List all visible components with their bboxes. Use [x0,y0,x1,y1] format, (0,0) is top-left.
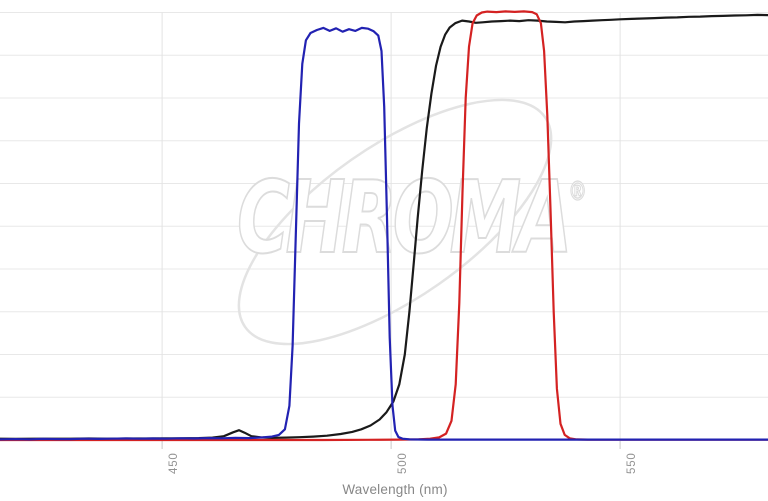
transmission-curve-excitation-bandpass-490-20 [0,26,768,441]
transmission-curve-dichroic-longpass-505 [0,13,768,440]
x-tick-label: 550 [626,452,639,474]
x-tick-label: 500 [397,452,410,474]
x-axis-label: Wavelength (nm) [342,482,448,497]
x-tick-label: 450 [168,452,181,474]
